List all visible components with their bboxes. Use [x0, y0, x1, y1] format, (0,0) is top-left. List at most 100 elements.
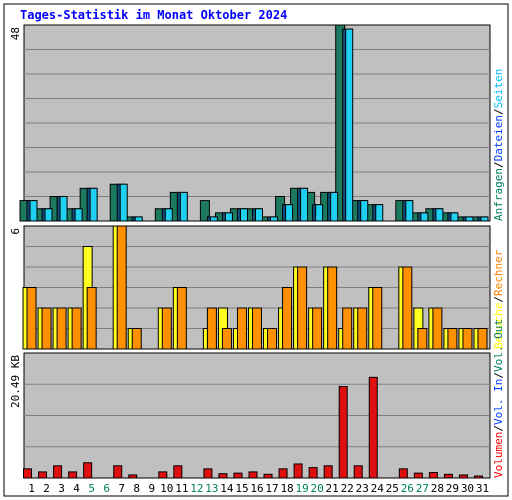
legend-separator: /: [492, 108, 505, 115]
bar-volumen: [293, 463, 303, 479]
bar-volumen: [368, 376, 378, 479]
bar-anfragen: [199, 200, 210, 222]
bar-rechner: [357, 307, 368, 350]
bar-volumen: [173, 465, 183, 479]
bar-seiten: [405, 200, 414, 222]
x-tick-label: 15: [235, 482, 248, 495]
x-tick-label: 26: [401, 482, 414, 495]
bar-volumen: [158, 471, 168, 479]
legend-item: Dateien: [492, 115, 505, 161]
bar-seiten: [285, 204, 294, 222]
bar-seiten: [134, 216, 143, 222]
x-tick-label: 14: [220, 482, 234, 495]
bar-volumen: [428, 472, 438, 479]
legend-separator: /: [492, 296, 505, 303]
legend-requests: Anfragen/Dateien/Seiten: [492, 69, 505, 221]
bar-volumen: [203, 468, 213, 479]
bar-seiten: [450, 212, 459, 222]
bar-volumen: [458, 474, 468, 479]
bar-rechner: [252, 307, 262, 350]
legend-separator: /: [492, 425, 505, 432]
bar-volumen: [248, 471, 258, 479]
bar-volumen: [218, 473, 228, 479]
bar-rechner: [236, 307, 247, 350]
bar-volumen: [473, 475, 483, 479]
bar-seiten: [345, 28, 354, 222]
bar-rechner: [372, 287, 383, 350]
bar-seiten: [315, 204, 324, 222]
bar-seiten: [300, 187, 309, 222]
bar-volumen: [338, 385, 348, 479]
bar-volumen: [128, 474, 138, 479]
bar-volumen: [53, 465, 63, 479]
bar-seiten: [255, 208, 263, 222]
legend-item: Vol. Out: [492, 319, 505, 372]
bar-rechner: [116, 225, 127, 350]
bar-rechner: [327, 266, 338, 350]
bar-rechner: [56, 307, 67, 350]
bar-seiten: [119, 183, 128, 222]
bar-rechner: [267, 328, 278, 350]
panel-visits: 6 Besuche/Rechner: [9, 225, 505, 350]
bar-volumen: [353, 465, 363, 479]
bar-rechner: [477, 328, 488, 350]
x-tick-label: 24: [371, 482, 385, 495]
bar-rechner: [282, 287, 293, 350]
bar-seiten: [179, 191, 188, 222]
bar-rechner: [462, 328, 473, 350]
bar-volumen: [398, 468, 408, 479]
bar-rechner: [41, 307, 52, 350]
legend-item: Volumen: [492, 432, 505, 478]
x-tick-label: 29: [446, 482, 459, 495]
x-tick-label: 11: [175, 482, 188, 495]
bar-volumen: [38, 471, 48, 479]
x-tick-label: 8: [133, 482, 140, 495]
bar-seiten: [330, 191, 339, 222]
chart-frame: [3, 3, 509, 497]
bar-volumen: [323, 465, 333, 479]
bar-rechner: [312, 307, 323, 350]
bar-volumen: [68, 471, 78, 479]
legend-separator: /: [492, 372, 505, 379]
x-tick-label: 21: [326, 482, 339, 495]
bar-rechner: [342, 307, 353, 350]
bar-rechner: [417, 328, 428, 350]
bar-seiten: [435, 208, 444, 222]
bar-seiten: [239, 208, 248, 222]
bar-rechner: [297, 266, 308, 350]
x-tick-label: 2: [43, 482, 50, 495]
bar-seiten: [59, 196, 68, 222]
bar-seiten: [164, 208, 173, 222]
legend-item: Anfragen: [492, 168, 505, 221]
y-tick-label: 20.49 KB: [9, 355, 22, 408]
bar-rechner: [26, 287, 37, 350]
x-tick-label: 19: [295, 482, 308, 495]
bar-volumen: [233, 472, 243, 479]
legend-item: Vol. In: [492, 379, 505, 425]
x-tick-label: 7: [118, 482, 125, 495]
bar-seiten: [89, 187, 98, 222]
bar-rechner: [176, 287, 187, 350]
bar-volumen: [278, 468, 288, 479]
bar-rechner: [206, 307, 217, 350]
legend-volume: Volumen/Vol. In/Vol. Out: [492, 319, 505, 478]
bar-rechner: [221, 328, 232, 350]
x-tick-label: 18: [280, 482, 293, 495]
bar-rechner: [161, 307, 172, 350]
x-tick-label: 10: [160, 482, 173, 495]
bar-volumen: [83, 462, 93, 479]
legend-visits: Besuche/Rechner: [492, 249, 505, 349]
x-tick-label: 23: [356, 482, 369, 495]
bar-rechner: [131, 328, 142, 350]
legend-item: Besuche: [492, 303, 505, 349]
bar-rechner: [71, 307, 82, 350]
x-tick-label: 17: [265, 482, 278, 495]
x-tick-label: 3: [58, 482, 65, 495]
y-tick-label: 6: [9, 228, 22, 235]
x-tick-label: 16: [250, 482, 263, 495]
x-tick-label: 25: [386, 482, 399, 495]
